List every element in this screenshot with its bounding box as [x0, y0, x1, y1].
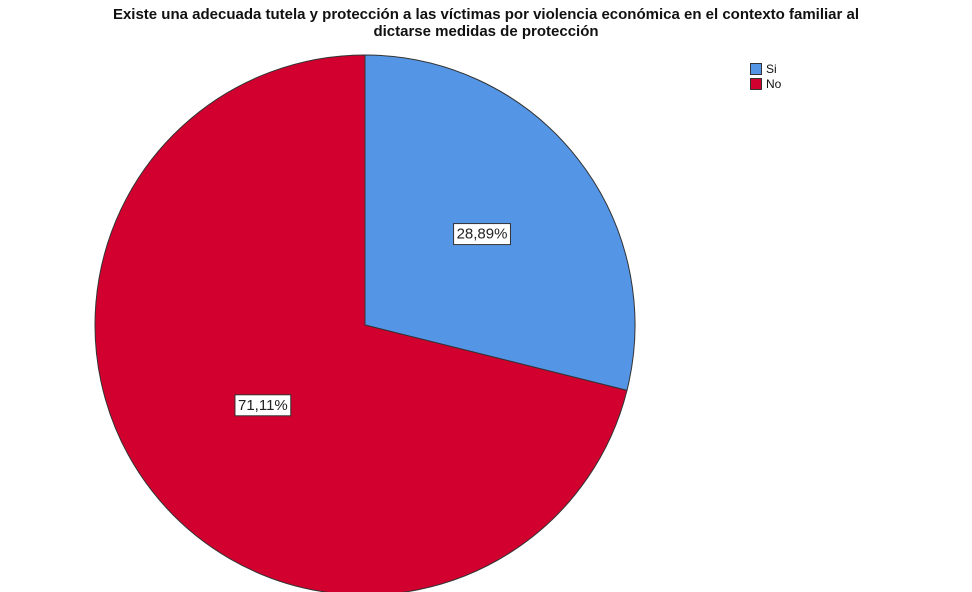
data-label-text: 28,89%: [457, 226, 508, 243]
pie-data-labels: 28,89% 71,11%: [234, 223, 511, 417]
data-label-no: 71,11%: [234, 394, 292, 417]
data-label-text: 71,11%: [238, 397, 288, 414]
legend-swatch-no: [750, 77, 762, 90]
legend-item-no: No: [750, 76, 781, 91]
legend-label-si: Si: [766, 61, 777, 76]
legend-item-si: Si: [750, 61, 781, 76]
pie-slices: [94, 54, 636, 592]
pie-slice-no: [94, 54, 628, 592]
chart-title-line-1: Existe una adecuada tutela y protección …: [112, 6, 860, 23]
chart-title: Existe una adecuada tutela y protección …: [0, 6, 972, 40]
pie-slice-si: [364, 54, 636, 391]
data-label-si: 28,89%: [453, 223, 511, 246]
legend-label-no: No: [766, 76, 782, 91]
data-label-box: [453, 223, 511, 246]
chart-title-line-2: dictarse medidas de protección: [373, 23, 599, 40]
data-label-box: [234, 394, 292, 417]
legend-swatch-si: [750, 62, 762, 75]
legend: Si No: [750, 61, 781, 91]
